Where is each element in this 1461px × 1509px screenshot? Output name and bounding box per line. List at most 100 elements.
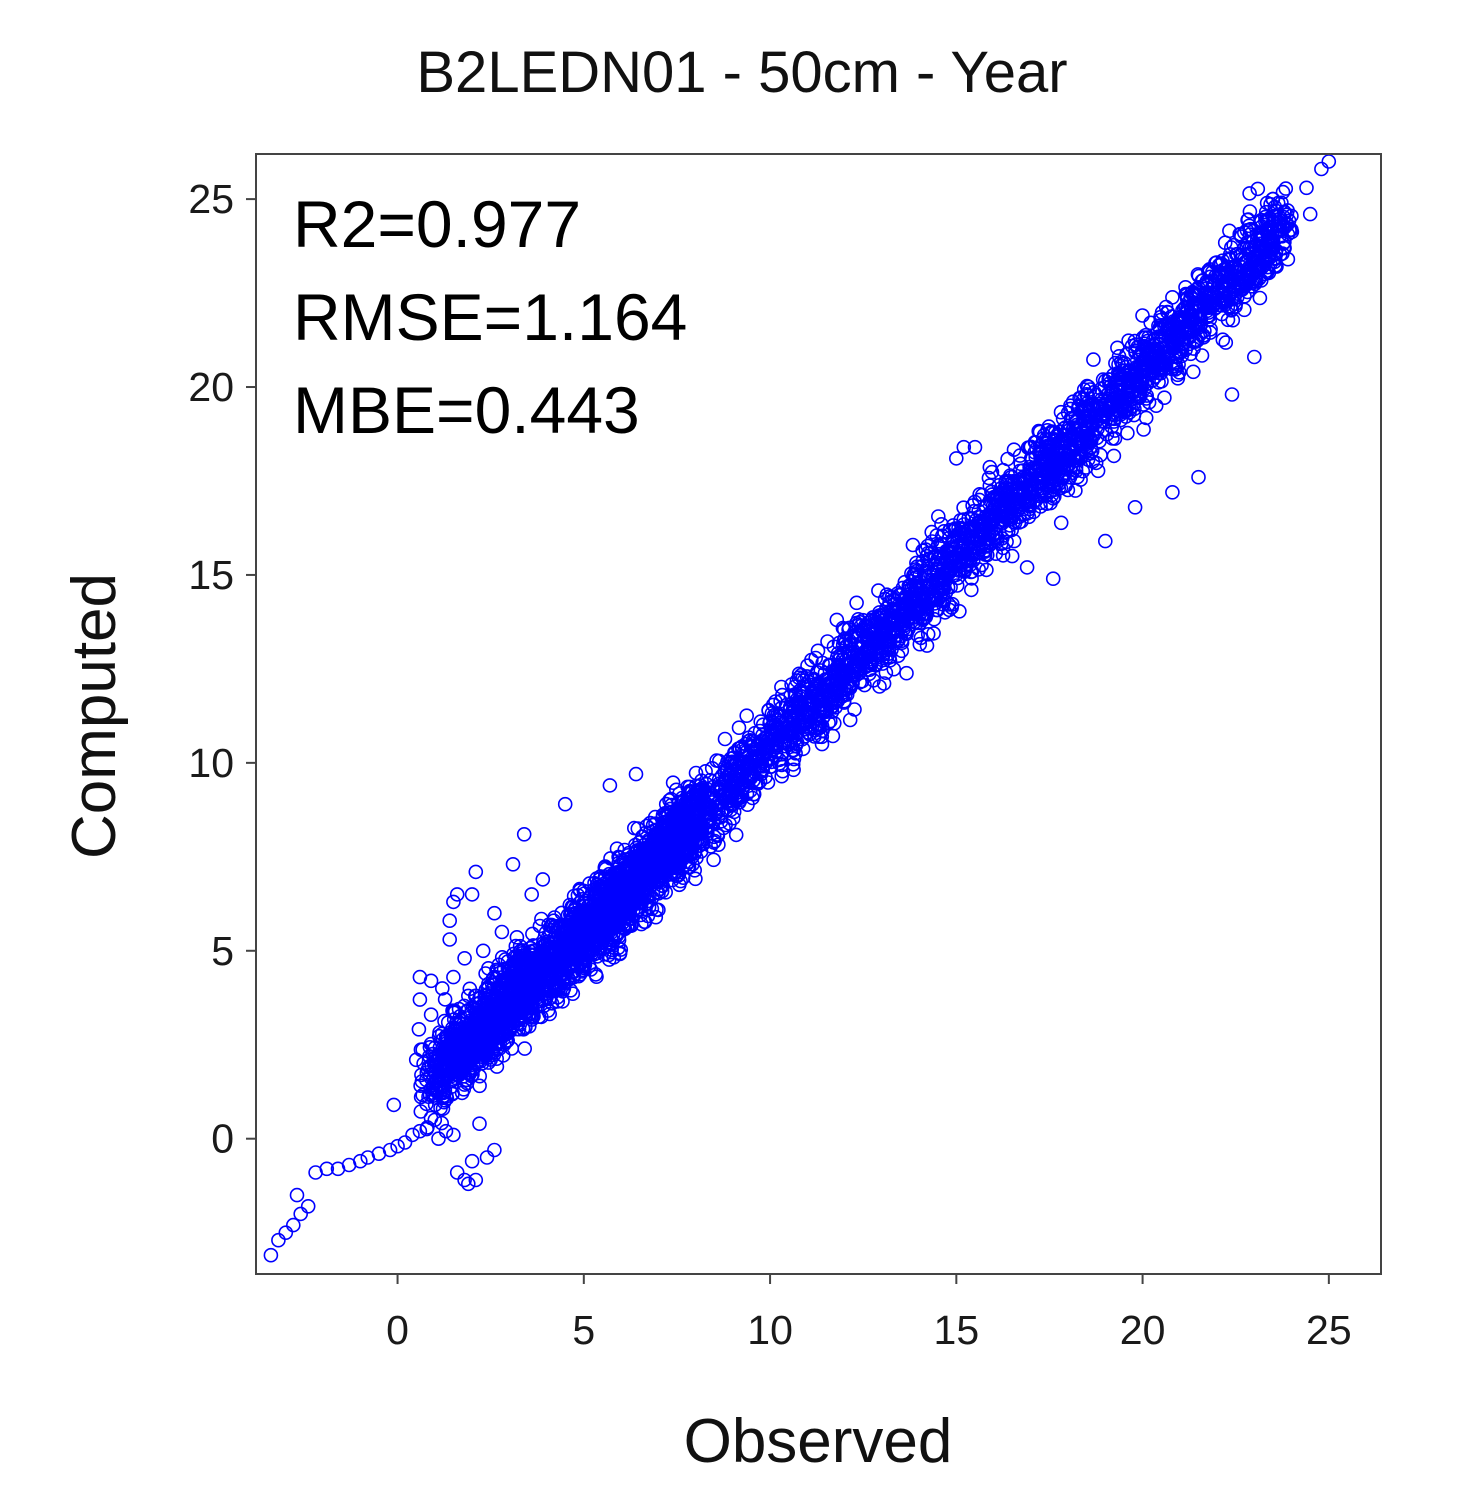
cloud-point — [1022, 459, 1037, 475]
cloud-point — [1135, 330, 1151, 345]
cloud-point — [1150, 324, 1165, 340]
cloud-point — [840, 674, 856, 690]
cloud-point — [1242, 186, 1257, 201]
cloud-point — [1085, 454, 1101, 469]
cloud-point — [622, 918, 637, 934]
cloud-point — [1060, 457, 1076, 472]
cloud-point — [513, 997, 529, 1012]
cloud-point — [830, 645, 846, 661]
cloud-point — [829, 673, 845, 689]
cloud-point — [1260, 264, 1275, 280]
cloud-point — [1179, 330, 1195, 345]
cloud-point — [897, 589, 913, 605]
cloud-point — [1019, 469, 1035, 485]
cloud-point — [1186, 364, 1201, 380]
cloud-point — [904, 566, 919, 581]
cloud-point — [462, 981, 478, 997]
cloud-point — [439, 1059, 455, 1074]
cloud-point — [540, 965, 556, 981]
cloud-point — [1053, 404, 1069, 420]
cloud-point — [826, 715, 842, 731]
cloud-point — [464, 1063, 480, 1078]
cloud-point — [1227, 288, 1243, 304]
cloud-point — [499, 974, 515, 989]
cloud-point — [857, 677, 872, 693]
cloud-point — [930, 509, 946, 524]
cloud-point — [728, 827, 744, 843]
cloud-point — [955, 549, 971, 564]
cloud-point — [425, 1088, 440, 1104]
cloud-point — [648, 816, 663, 832]
cloud-point — [1023, 467, 1038, 482]
cloud-point — [1237, 302, 1252, 318]
cloud-point — [1191, 280, 1206, 296]
cloud-point — [663, 855, 679, 871]
cloud-point — [464, 1042, 480, 1057]
cloud-point — [1189, 321, 1204, 337]
cloud-point — [820, 676, 836, 691]
cloud-point — [602, 936, 618, 952]
cloud-point — [688, 765, 704, 781]
cloud-point — [1197, 323, 1212, 339]
cloud-point — [680, 854, 696, 870]
cloud-point — [972, 486, 988, 502]
cloud-point — [1096, 409, 1112, 424]
cloud-point — [1275, 236, 1291, 251]
cloud-point — [837, 631, 853, 646]
cloud-point — [714, 768, 730, 783]
cloud-point — [1168, 338, 1184, 354]
cloud-point — [731, 720, 747, 736]
cloud-point — [1099, 426, 1115, 442]
cloud-point — [432, 1025, 447, 1040]
cloud-point — [468, 1010, 484, 1026]
cloud-point — [668, 782, 684, 798]
cloud-point — [1055, 435, 1071, 451]
cloud-point — [710, 828, 726, 844]
cloud-point — [970, 531, 986, 547]
cloud-point — [882, 650, 897, 665]
cloud-point — [1240, 235, 1255, 250]
cloud-point — [1138, 410, 1154, 426]
cloud-point — [510, 952, 526, 968]
cloud-point — [1139, 350, 1155, 366]
cloud-point — [1228, 279, 1243, 295]
cloud-point — [632, 895, 648, 910]
cloud-point — [1218, 335, 1234, 350]
cloud-point — [439, 1091, 455, 1106]
cloud-point — [745, 736, 761, 751]
cloud-point — [1165, 289, 1180, 305]
cloud-point — [998, 477, 1014, 493]
cloud-point — [876, 676, 892, 691]
cloud-point — [829, 612, 845, 628]
cloud-point — [943, 560, 958, 576]
cloud-point — [476, 1047, 492, 1062]
cloud-point — [926, 626, 941, 641]
cloud-point — [1278, 181, 1294, 196]
cloud-point — [1169, 349, 1184, 365]
cloud-point — [860, 615, 876, 631]
cloud-point — [517, 974, 533, 989]
cloud-point — [979, 562, 994, 578]
cloud-point — [448, 1023, 464, 1038]
cloud-point — [995, 462, 1011, 478]
cloud-point — [645, 817, 661, 833]
cloud-point — [785, 757, 801, 772]
point-cloud — [411, 181, 1300, 1137]
cloud-point — [1098, 373, 1113, 389]
cloud-point — [583, 962, 599, 977]
cloud-point — [920, 559, 935, 575]
cloud-point — [890, 648, 906, 664]
cloud-point — [1011, 473, 1026, 488]
cloud-point — [871, 583, 886, 598]
cloud-point — [434, 1115, 450, 1131]
cloud-point — [1225, 312, 1241, 328]
cloud-point — [500, 954, 516, 969]
cloud-point — [425, 1080, 441, 1095]
cloud-point — [611, 929, 627, 944]
cloud-point — [699, 805, 715, 820]
cloud-point — [814, 736, 830, 752]
cloud-point — [878, 665, 894, 681]
cloud-point — [1080, 388, 1095, 404]
cloud-point — [1200, 290, 1215, 305]
